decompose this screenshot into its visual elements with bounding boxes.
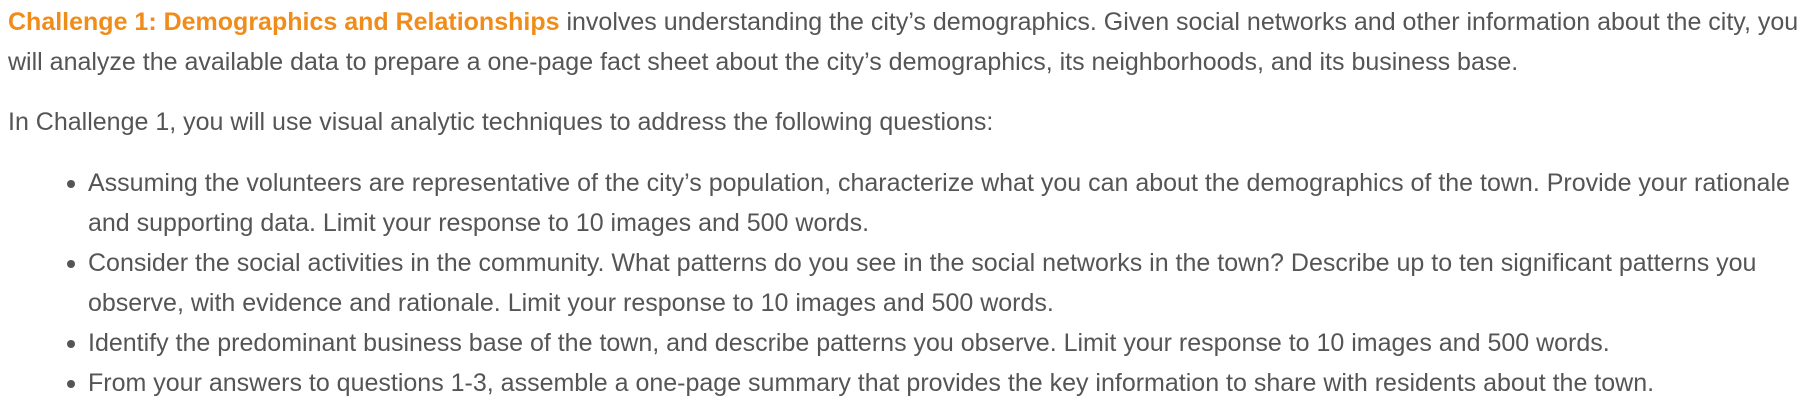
bullet-icon: [67, 180, 75, 188]
bullet-icon: [67, 260, 75, 268]
bullet-icon: [67, 340, 75, 348]
questions-lead: In Challenge 1, you will use visual anal…: [8, 108, 994, 136]
intro-text: involves understanding the city’s demogr…: [8, 8, 1799, 76]
question-text: From your answers to questions 1-3, asse…: [88, 369, 1655, 397]
list-item: Assuming the volunteers are representati…: [67, 163, 1808, 243]
question-text: Assuming the volunteers are representati…: [88, 169, 1790, 237]
list-item: From your answers to questions 1-3, asse…: [67, 363, 1808, 403]
bullet-icon: [67, 380, 75, 388]
intro-paragraph: Challenge 1: Demographics and Relationsh…: [8, 2, 1808, 82]
question-text: Identify the predominant business base o…: [88, 329, 1610, 357]
list-item: Consider the social activities in the co…: [67, 243, 1808, 323]
question-text: Consider the social activities in the co…: [88, 249, 1757, 317]
challenge-title-link[interactable]: Challenge 1: Demographics and Relationsh…: [8, 8, 560, 36]
questions-list: Assuming the volunteers are representati…: [8, 163, 1808, 403]
list-item: Identify the predominant business base o…: [67, 323, 1808, 363]
